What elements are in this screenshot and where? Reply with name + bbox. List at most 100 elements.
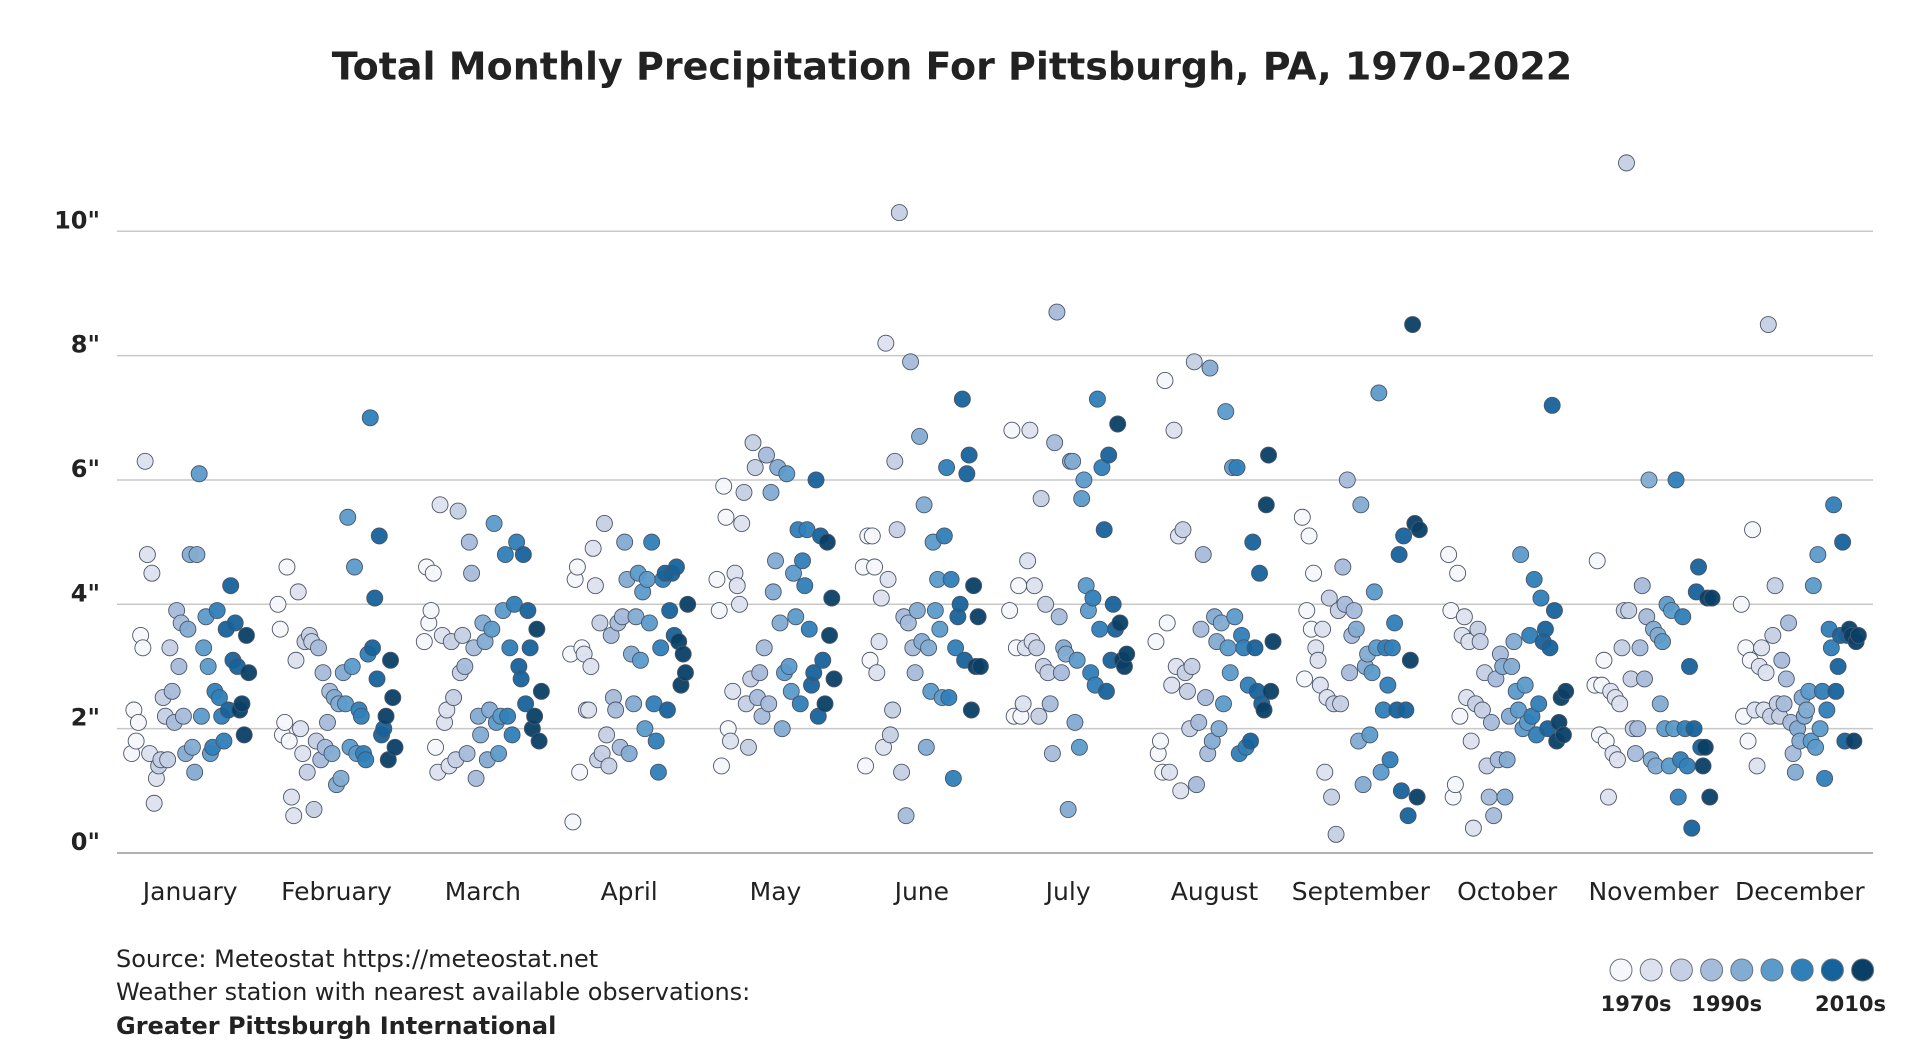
- data-point: [501, 639, 519, 657]
- data-point: [1156, 372, 1174, 389]
- data-point: [1363, 664, 1381, 682]
- data-point: [857, 757, 875, 775]
- data-point: [1100, 446, 1118, 464]
- data-point: [926, 602, 944, 619]
- data-point: [1446, 776, 1464, 794]
- data-point: [174, 707, 192, 725]
- data-point: [911, 427, 929, 445]
- data-point: [1309, 651, 1327, 669]
- data-point: [368, 670, 386, 688]
- data-point: [1600, 788, 1617, 806]
- data-point: [1462, 732, 1480, 750]
- data-point: [886, 452, 904, 470]
- data-point: [600, 757, 618, 775]
- data-point: [449, 502, 467, 520]
- data-point: [1334, 558, 1352, 576]
- data-point: [1780, 614, 1798, 632]
- data-point: [969, 608, 987, 626]
- data-point: [186, 763, 204, 781]
- data-point: [235, 726, 253, 744]
- data-point: [920, 639, 938, 657]
- data-point: [917, 738, 935, 756]
- data-point: [591, 614, 609, 632]
- data-point: [607, 701, 625, 719]
- data-point: [1849, 626, 1867, 644]
- data-point: [1536, 620, 1554, 638]
- data-point: [445, 689, 463, 707]
- data-point: [1690, 558, 1707, 576]
- data-point: [1809, 546, 1827, 564]
- x-tick-label: September: [1292, 877, 1431, 906]
- data-point: [280, 732, 298, 750]
- data-point: [1019, 552, 1037, 570]
- data-point: [1825, 496, 1843, 514]
- data-point: [1732, 595, 1750, 613]
- data-point: [1088, 390, 1106, 408]
- data-point: [879, 570, 897, 588]
- data-point: [271, 620, 289, 638]
- data-point: [568, 558, 586, 576]
- data-point: [1260, 446, 1277, 464]
- data-point: [1194, 546, 1212, 564]
- data-point: [717, 508, 735, 526]
- data-point: [764, 583, 782, 601]
- data-point: [740, 738, 757, 756]
- data-point: [1183, 658, 1201, 675]
- data-point: [960, 446, 978, 464]
- data-point: [269, 595, 287, 613]
- data-point: [1399, 807, 1417, 825]
- data-point: [1014, 695, 1032, 713]
- data-point: [1757, 664, 1775, 682]
- data-point: [1696, 738, 1714, 756]
- data-point: [1811, 720, 1829, 738]
- data-point: [661, 602, 679, 619]
- data-point: [233, 695, 251, 713]
- data-point: [1197, 689, 1214, 707]
- x-tick-label: June: [893, 877, 949, 906]
- data-point: [564, 813, 582, 831]
- data-point: [496, 546, 514, 564]
- data-point: [163, 682, 181, 700]
- data-point: [1185, 353, 1203, 371]
- data-point: [1383, 639, 1401, 657]
- data-point: [1255, 701, 1273, 719]
- data-point: [1010, 577, 1028, 595]
- data-point: [971, 658, 989, 675]
- data-point: [1464, 819, 1482, 837]
- data-point: [816, 695, 834, 713]
- data-point: [1244, 533, 1262, 551]
- data-point: [276, 713, 294, 731]
- data-point: [1210, 720, 1228, 738]
- x-tick-label: July: [1044, 877, 1091, 906]
- data-point: [460, 533, 478, 551]
- data-point: [1104, 595, 1122, 613]
- data-point: [129, 713, 147, 731]
- data-point: [773, 720, 791, 738]
- data-point: [1683, 819, 1701, 837]
- data-point: [1503, 658, 1521, 675]
- data-point: [377, 707, 395, 725]
- data-point: [1296, 670, 1314, 688]
- data-point: [1532, 589, 1550, 607]
- data-point: [915, 496, 933, 514]
- legend-swatch: [1609, 958, 1633, 982]
- data-point: [1681, 658, 1698, 675]
- data-point: [364, 639, 381, 657]
- data-point: [483, 620, 501, 638]
- data-point: [1064, 452, 1082, 470]
- data-point: [463, 564, 481, 582]
- data-point: [616, 533, 634, 551]
- data-point: [638, 570, 656, 588]
- data-point: [582, 658, 600, 675]
- data-point: [1651, 695, 1669, 713]
- data-point: [1370, 384, 1388, 402]
- data-point: [595, 515, 613, 532]
- data-point: [785, 564, 802, 582]
- data-point: [870, 633, 888, 651]
- data-point: [814, 651, 832, 669]
- data-point: [652, 639, 670, 657]
- data-point: [1618, 154, 1635, 172]
- data-point: [1001, 602, 1019, 619]
- data-point: [1505, 633, 1523, 651]
- data-point: [1332, 695, 1350, 713]
